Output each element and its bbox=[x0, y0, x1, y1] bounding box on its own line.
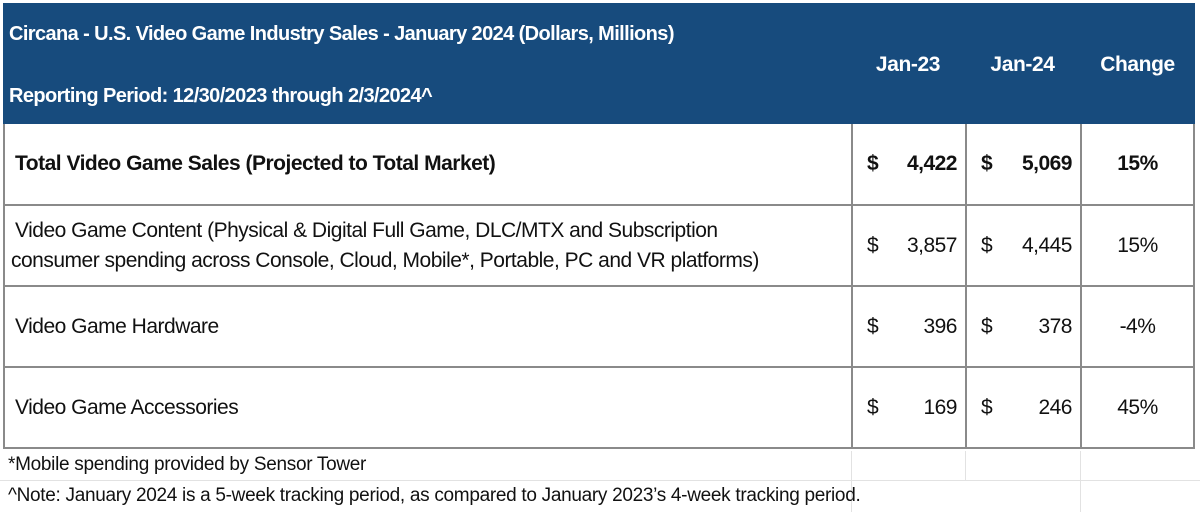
row-label: Total Video Game Sales (Projected to Tot… bbox=[3, 124, 851, 204]
cell-change: 15% bbox=[1080, 124, 1195, 204]
table-row-accessories: Video Game Accessories $169 $246 45% bbox=[3, 368, 1195, 449]
cell-jan23: $169 bbox=[851, 368, 965, 447]
currency-symbol: $ bbox=[867, 233, 879, 257]
column-header-jan24: Jan-24 bbox=[990, 53, 1055, 76]
row-label: Video Game Accessories bbox=[3, 368, 851, 447]
row-label-line1: Video Game Content (Physical & Digital F… bbox=[15, 218, 718, 242]
cell-change: 15% bbox=[1080, 206, 1195, 285]
value: 3,857 bbox=[906, 233, 958, 257]
currency-symbol: $ bbox=[981, 314, 993, 338]
footnote-tracking-period: ^Note: January 2024 is a 5-week tracking… bbox=[8, 485, 861, 506]
table-row-hardware: Video Game Hardware $396 $378 -4% bbox=[3, 287, 1195, 368]
value: 246 bbox=[1038, 395, 1072, 419]
table-title: Circana - U.S. Video Game Industry Sales… bbox=[9, 23, 674, 45]
value: 378 bbox=[1038, 314, 1072, 338]
gridline bbox=[0, 480, 1200, 481]
gridline bbox=[851, 451, 852, 512]
currency-symbol: $ bbox=[981, 233, 993, 257]
cell-jan23: $4,422 bbox=[851, 124, 965, 204]
currency-symbol: $ bbox=[867, 314, 879, 338]
cell-change: 45% bbox=[1080, 368, 1195, 447]
reporting-period: Reporting Period: 12/30/2023 through 2/3… bbox=[9, 85, 433, 107]
row-label: Video Game Hardware bbox=[3, 287, 851, 366]
table-row-content: Video Game Content (Physical & Digital F… bbox=[3, 206, 1195, 287]
currency-symbol: $ bbox=[981, 152, 993, 175]
currency-symbol: $ bbox=[867, 395, 879, 419]
value: 4,445 bbox=[1021, 233, 1073, 257]
cell-jan24: $5,069 bbox=[965, 124, 1080, 204]
value: 4,422 bbox=[906, 152, 958, 175]
row-label: Video Game Content (Physical & Digital F… bbox=[3, 206, 851, 285]
table-header: Circana - U.S. Video Game Industry Sales… bbox=[3, 3, 1195, 124]
gridline bbox=[1080, 451, 1081, 512]
column-header-change: Change bbox=[1100, 53, 1175, 76]
cell-jan23: $3,857 bbox=[851, 206, 965, 285]
column-header-jan23: Jan-23 bbox=[875, 53, 941, 76]
value: 169 bbox=[923, 395, 957, 419]
value: 396 bbox=[923, 314, 957, 338]
row-label-line2: consumer spending across Console, Cloud,… bbox=[11, 248, 759, 272]
table-row-total: Total Video Game Sales (Projected to Tot… bbox=[3, 124, 1195, 206]
currency-symbol: $ bbox=[981, 395, 993, 419]
cell-change: -4% bbox=[1080, 287, 1195, 366]
cell-jan24: $4,445 bbox=[965, 206, 1080, 285]
cell-jan24: $378 bbox=[965, 287, 1080, 366]
gridline bbox=[965, 451, 966, 481]
footnote-mobile: *Mobile spending provided by Sensor Towe… bbox=[8, 454, 367, 475]
value: 5,069 bbox=[1021, 152, 1073, 175]
cell-jan24: $246 bbox=[965, 368, 1080, 447]
currency-symbol: $ bbox=[867, 152, 879, 175]
cell-jan23: $396 bbox=[851, 287, 965, 366]
